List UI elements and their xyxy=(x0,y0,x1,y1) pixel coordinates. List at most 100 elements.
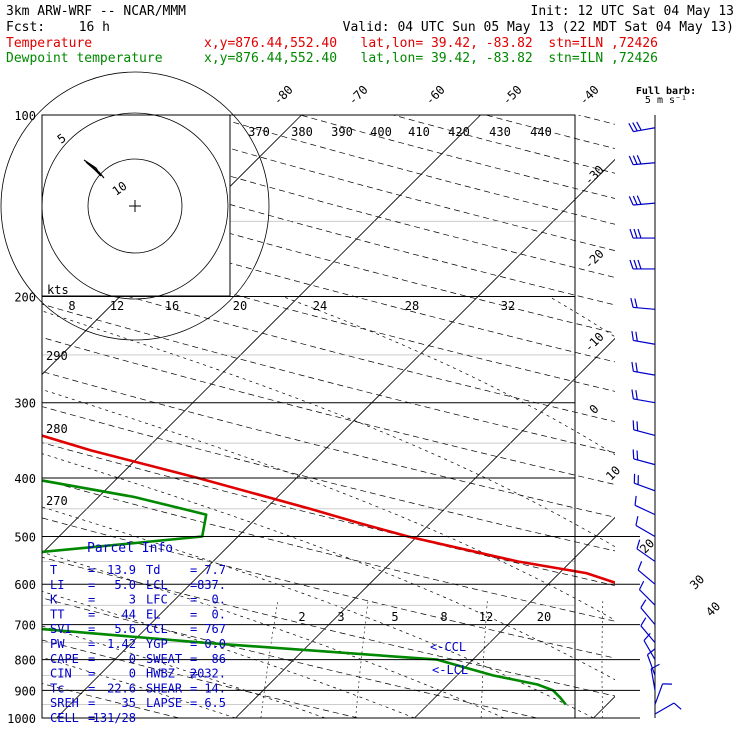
hodograph-x-tick: 20 xyxy=(233,299,247,313)
parcel-key: K xyxy=(50,593,58,607)
lcl-marker: <-LCL xyxy=(432,663,468,677)
theta-label: 440 xyxy=(530,125,552,139)
forecast-label: Fcst: xyxy=(6,20,45,35)
wind-barb xyxy=(628,195,656,206)
parcel-key: SWEAT xyxy=(146,652,182,666)
legend-temperature-info: x,y=876.44,552.40 lat,lon= 39.42, -83.82… xyxy=(204,36,658,51)
wind-barb xyxy=(640,617,656,644)
parcel-key: SREH xyxy=(50,696,79,710)
parcel-value: 1.42 xyxy=(107,637,136,651)
hodograph-units: kts xyxy=(47,283,69,297)
legend-dewpoint: Dewpoint temperature xyxy=(6,51,163,66)
wind-scale-label: Full barb: xyxy=(636,86,696,97)
temperature-tick-label: 40 xyxy=(703,599,723,619)
parcel-eq: = xyxy=(190,622,197,636)
wind-barb xyxy=(643,633,656,660)
hodograph-x-tick: 28 xyxy=(405,299,419,313)
wind-barb xyxy=(637,561,656,585)
pressure-tick-label: 100 xyxy=(14,109,36,123)
sounding-curves xyxy=(42,434,615,706)
pressure-tick-label: 800 xyxy=(14,654,36,668)
temperature-tick-label: 20 xyxy=(637,536,657,556)
pressure-tick-label: 500 xyxy=(14,530,36,544)
pressure-tick-label: 700 xyxy=(14,619,36,633)
isotherm-line xyxy=(42,115,481,555)
temperature-tick-label: -40 xyxy=(577,83,602,108)
isotherm-line xyxy=(593,695,615,718)
dry-adiabat xyxy=(42,209,615,363)
temperature-tick-label: -60 xyxy=(423,83,448,108)
dry-adiabat xyxy=(207,115,615,225)
temperature-tick-label: 30 xyxy=(687,572,707,592)
wind-barbs xyxy=(628,115,682,718)
parcel-value: 86 xyxy=(212,652,226,666)
parcel-value: 6.5 xyxy=(204,696,226,710)
parcel-value: 2032. xyxy=(190,667,226,681)
dewpoint-curve xyxy=(42,479,567,706)
parcel-eq: = xyxy=(88,711,95,725)
temperature-curve xyxy=(42,434,615,584)
hodograph-x-tick: 24 xyxy=(313,299,327,313)
parcel-value: 5.0 xyxy=(114,578,136,592)
parcel-value: 837. xyxy=(197,578,226,592)
parcel-eq: = xyxy=(190,652,197,666)
theta-label: 390 xyxy=(331,125,353,139)
temperature-tick-label: 10 xyxy=(603,463,623,483)
parcel-key: LI xyxy=(50,578,64,592)
pressure-tick-label: 900 xyxy=(14,684,36,698)
parcel-eq: = xyxy=(190,681,197,695)
mixing-ratio-label: 8 xyxy=(440,610,447,624)
parcel-value: 22.6 xyxy=(107,681,136,695)
parcel-value: 5.6 xyxy=(114,622,136,636)
wind-barb xyxy=(632,420,656,437)
wind-barb xyxy=(632,449,656,466)
ccl-marker: <-CCL xyxy=(430,640,466,654)
moist-adiabat xyxy=(282,296,615,456)
mixing-ratio-line xyxy=(601,601,604,718)
parcel-key: PW xyxy=(50,637,65,651)
wind-scale-units: 5 m s⁻¹ xyxy=(645,95,687,106)
parcel-eq: = xyxy=(190,667,197,681)
temperature-tick-label: -20 xyxy=(582,247,607,272)
parcel-key: Td xyxy=(146,563,160,577)
parcel-eq: = xyxy=(190,578,197,592)
parcel-eq: = xyxy=(190,607,197,621)
temperature-tick-label: -70 xyxy=(346,83,371,108)
parcel-key: CELL xyxy=(50,711,79,725)
parcel-value: 0. xyxy=(212,607,226,621)
moist-adiabat xyxy=(42,591,415,718)
isotherm-line xyxy=(235,337,615,718)
parcel-value: 13.9 xyxy=(107,563,136,577)
valid-time: Valid: 04 UTC Sun 05 May 13 (22 MDT Sat … xyxy=(343,20,734,35)
parcel-key: CCL xyxy=(146,622,168,636)
wind-barb xyxy=(628,121,656,133)
theta-label: 400 xyxy=(370,125,392,139)
pressure-tick-label: 400 xyxy=(14,472,36,486)
parcel-key: Tc xyxy=(50,681,64,695)
parcel-eq: = xyxy=(190,563,197,577)
temperature-tick-label: -30 xyxy=(582,163,607,188)
parcel-eq: = xyxy=(88,652,95,666)
parcel-key: HWBZ xyxy=(146,667,175,681)
wind-barb xyxy=(650,663,660,691)
parcel-key: LAPSE xyxy=(146,696,182,710)
moist-adiabat xyxy=(42,453,615,681)
legend-temperature: Temperature xyxy=(6,36,92,51)
parcel-eq: = xyxy=(88,696,95,710)
wind-barb xyxy=(629,259,655,270)
parcel-key: CAPE xyxy=(50,652,79,666)
wind-barb xyxy=(631,361,656,376)
parcel-key: SVI xyxy=(50,622,72,636)
chart-frame xyxy=(41,114,640,719)
theta-label: 380 xyxy=(291,125,313,139)
parcel-eq: = xyxy=(190,637,197,651)
parcel-key: TT xyxy=(50,607,64,621)
mixing-ratio-label: 5 xyxy=(391,610,398,624)
wind-barb xyxy=(635,516,656,537)
parcel-info-title: Parcel Info xyxy=(87,541,173,556)
theta-label: 370 xyxy=(248,125,270,139)
isotherm-line xyxy=(414,516,615,718)
parcel-value: 3 xyxy=(129,593,136,607)
theta-label: 280 xyxy=(46,422,68,436)
parcel-eq: = xyxy=(88,607,95,621)
